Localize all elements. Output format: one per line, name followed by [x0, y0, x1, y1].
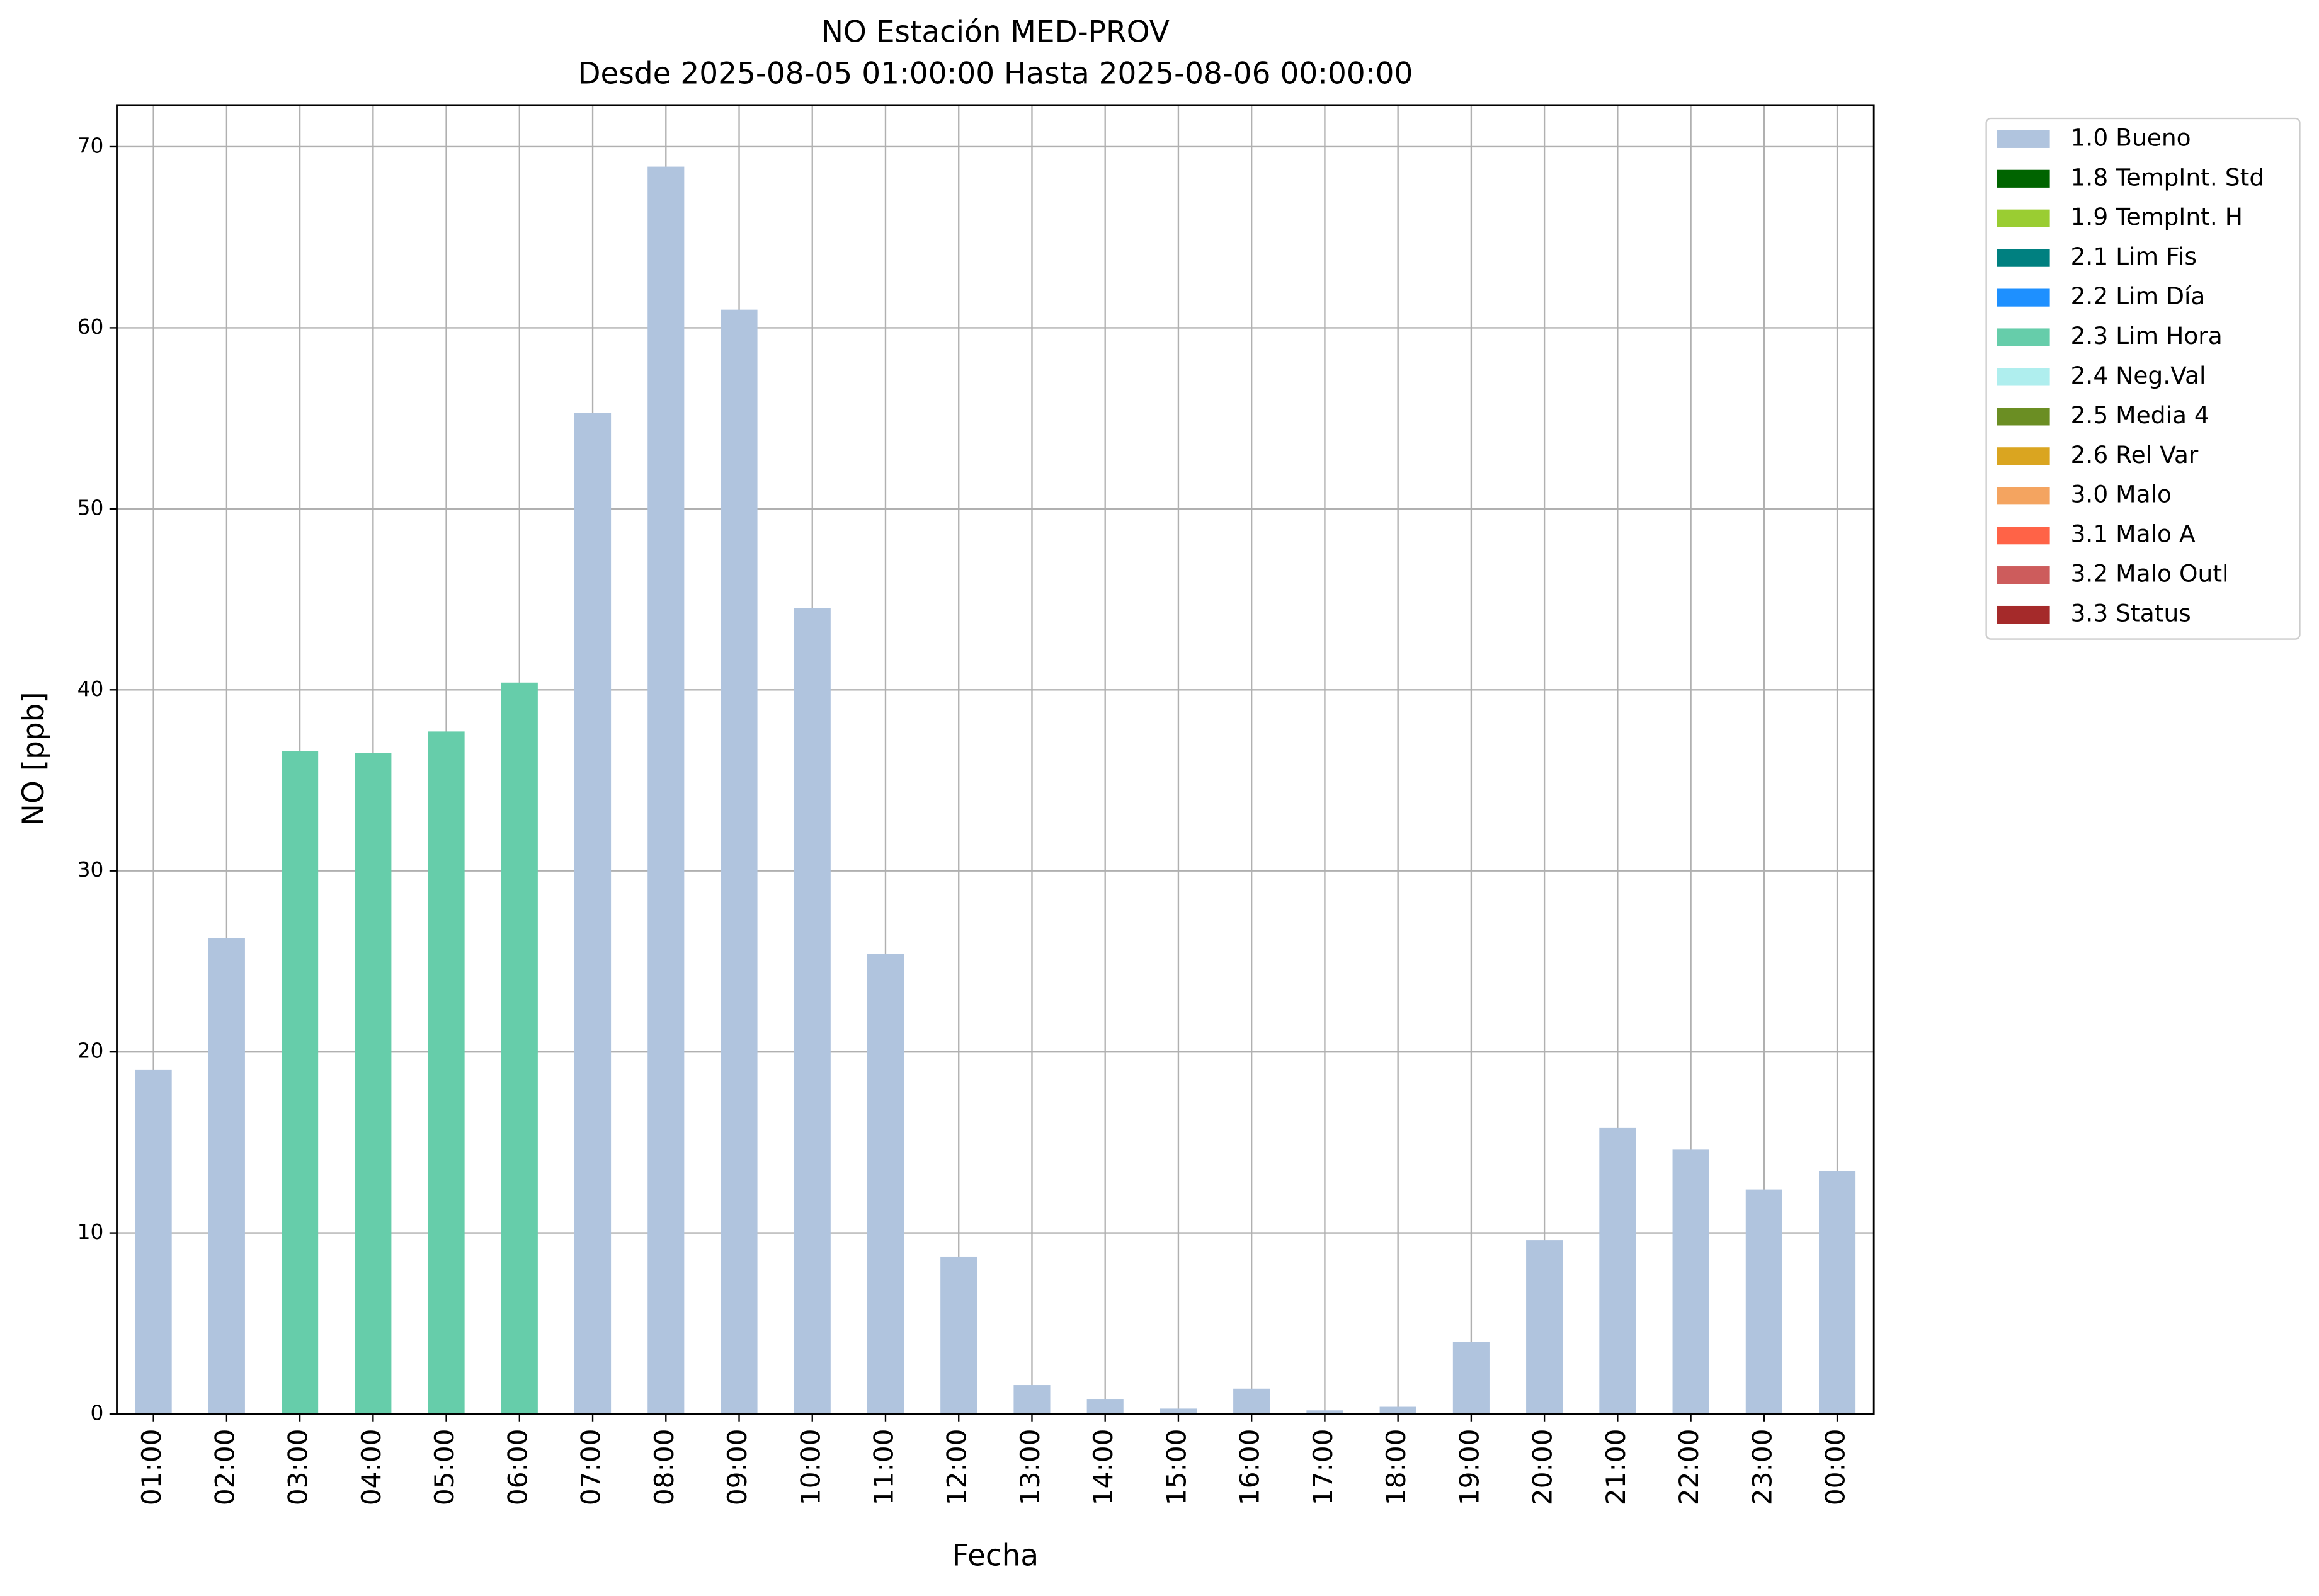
x-tick-label: 19:00: [1454, 1429, 1484, 1506]
bar-segment: [1672, 1149, 1709, 1415]
x-tick-label: 08:00: [649, 1429, 680, 1506]
y-tick-label: 70: [77, 133, 104, 157]
legend-swatch: [1997, 169, 2050, 188]
legend-swatch: [1997, 527, 2050, 545]
legend-swatch: [1997, 447, 2050, 465]
bar-segment: [1526, 1240, 1563, 1415]
legend-swatch: [1997, 209, 2050, 227]
x-tick-label: 03:00: [283, 1429, 314, 1506]
chart-title: NO Estación MED-PROV: [821, 15, 1170, 50]
bar-segment: [940, 1256, 977, 1415]
legend-swatch: [1997, 130, 2050, 148]
legend-label: 2.1 Lim Fis: [2071, 242, 2197, 270]
bar-segment: [1599, 1127, 1636, 1415]
legend-swatch: [1997, 605, 2050, 624]
bar-segment: [208, 938, 245, 1415]
plot-frame: [116, 104, 1875, 1415]
bar-segment: [282, 751, 319, 1415]
x-tick-label: 10:00: [795, 1429, 826, 1506]
legend-label: 2.3 Lim Hora: [2071, 322, 2223, 350]
bar-segment: [1819, 1171, 1856, 1415]
bar-segment: [355, 753, 392, 1415]
bar-segment: [1086, 1399, 1124, 1415]
x-tick-label: 04:00: [356, 1429, 387, 1506]
legend-label: 1.9 TempInt. H: [2071, 203, 2243, 231]
legend-label: 1.0 Bueno: [2071, 123, 2191, 151]
x-tick-label: 11:00: [868, 1429, 899, 1506]
x-tick-label: 17:00: [1308, 1429, 1338, 1506]
x-tick-label: 02:00: [209, 1429, 240, 1506]
legend-label: 2.2 Lim Día: [2071, 282, 2206, 310]
y-tick-label: 10: [77, 1219, 104, 1244]
legend-label: 3.1 Malo A: [2071, 520, 2196, 548]
x-tick-label: 21:00: [1600, 1429, 1631, 1506]
x-tick-label: 05:00: [429, 1429, 460, 1506]
bar-segment: [1233, 1388, 1270, 1415]
bar-segment: [867, 954, 904, 1415]
legend-label: 1.8 TempInt. Std: [2071, 163, 2265, 191]
legend-swatch: [1997, 368, 2050, 386]
bar-segment: [794, 608, 831, 1415]
y-tick-label: 0: [90, 1401, 103, 1425]
legend-label: 2.5 Media 4: [2071, 401, 2209, 429]
bar-segment: [135, 1069, 172, 1415]
x-tick-label: 00:00: [1820, 1429, 1851, 1506]
legend-swatch: [1997, 249, 2050, 267]
legend-swatch: [1997, 288, 2050, 307]
y-axis-label: NO [ppb]: [16, 692, 51, 826]
legend-label: 3.3 Status: [2071, 600, 2191, 627]
legend-label: 3.0 Malo: [2071, 481, 2172, 508]
bar-segment: [1160, 1408, 1197, 1415]
x-tick-label: 06:00: [502, 1429, 533, 1506]
bar-segment: [1013, 1385, 1051, 1415]
legend-label: 2.6 Rel Var: [2071, 441, 2199, 469]
x-tick-label: 09:00: [722, 1429, 753, 1506]
bar-segment: [1745, 1189, 1782, 1415]
x-tick-label: 20:00: [1527, 1429, 1558, 1506]
legend-swatch: [1997, 487, 2050, 505]
bar-segment: [721, 309, 758, 1415]
bar-segment: [1306, 1410, 1343, 1415]
x-tick-label: 01:00: [136, 1429, 167, 1506]
bar-segment: [1452, 1342, 1490, 1415]
bar-segment: [1379, 1406, 1416, 1415]
x-tick-label: 18:00: [1381, 1429, 1411, 1506]
bars: [135, 166, 1856, 1415]
axes: 0 10 20 30 40 50 60 70 01:00 02:00 03:00 04:00 05:00…: [77, 104, 1875, 1506]
x-axis-label: Fecha: [952, 1538, 1039, 1573]
legend-label: 3.2 Malo Outl: [2071, 560, 2229, 588]
x-tick-label: 23:00: [1746, 1429, 1777, 1506]
bar-segment: [428, 731, 465, 1415]
x-tick-label: 14:00: [1088, 1429, 1119, 1506]
bar-segment: [574, 413, 612, 1415]
bar-segment: [501, 682, 538, 1415]
legend: 1.0 Bueno 1.8 TempInt. Std 1.9 TempInt. H 2…: [1997, 123, 2264, 627]
y-tick-label: 20: [77, 1039, 104, 1063]
x-tick-label: 07:00: [576, 1429, 607, 1506]
x-tick-label: 13:00: [1015, 1429, 1046, 1506]
legend-label: 2.4 Neg.Val: [2071, 362, 2206, 389]
x-tick-label: 22:00: [1673, 1429, 1704, 1506]
chart-subtitle: Desde 2025-08-05 01:00:00 Hasta 2025-08-…: [578, 56, 1413, 91]
legend-box: [1985, 117, 2301, 640]
y-tick-label: 60: [77, 314, 104, 339]
legend-swatch: [1997, 328, 2050, 346]
legend-swatch: [1997, 408, 2050, 426]
bar-segment: [647, 166, 685, 1415]
legend-swatch: [1997, 566, 2050, 584]
x-tick-label: 16:00: [1234, 1429, 1265, 1506]
x-tick-label: 15:00: [1161, 1429, 1192, 1506]
y-tick-label: 40: [77, 676, 104, 701]
x-tick-label: 12:00: [942, 1429, 972, 1506]
y-tick-label: 50: [77, 495, 104, 520]
y-tick-label: 30: [77, 857, 104, 882]
